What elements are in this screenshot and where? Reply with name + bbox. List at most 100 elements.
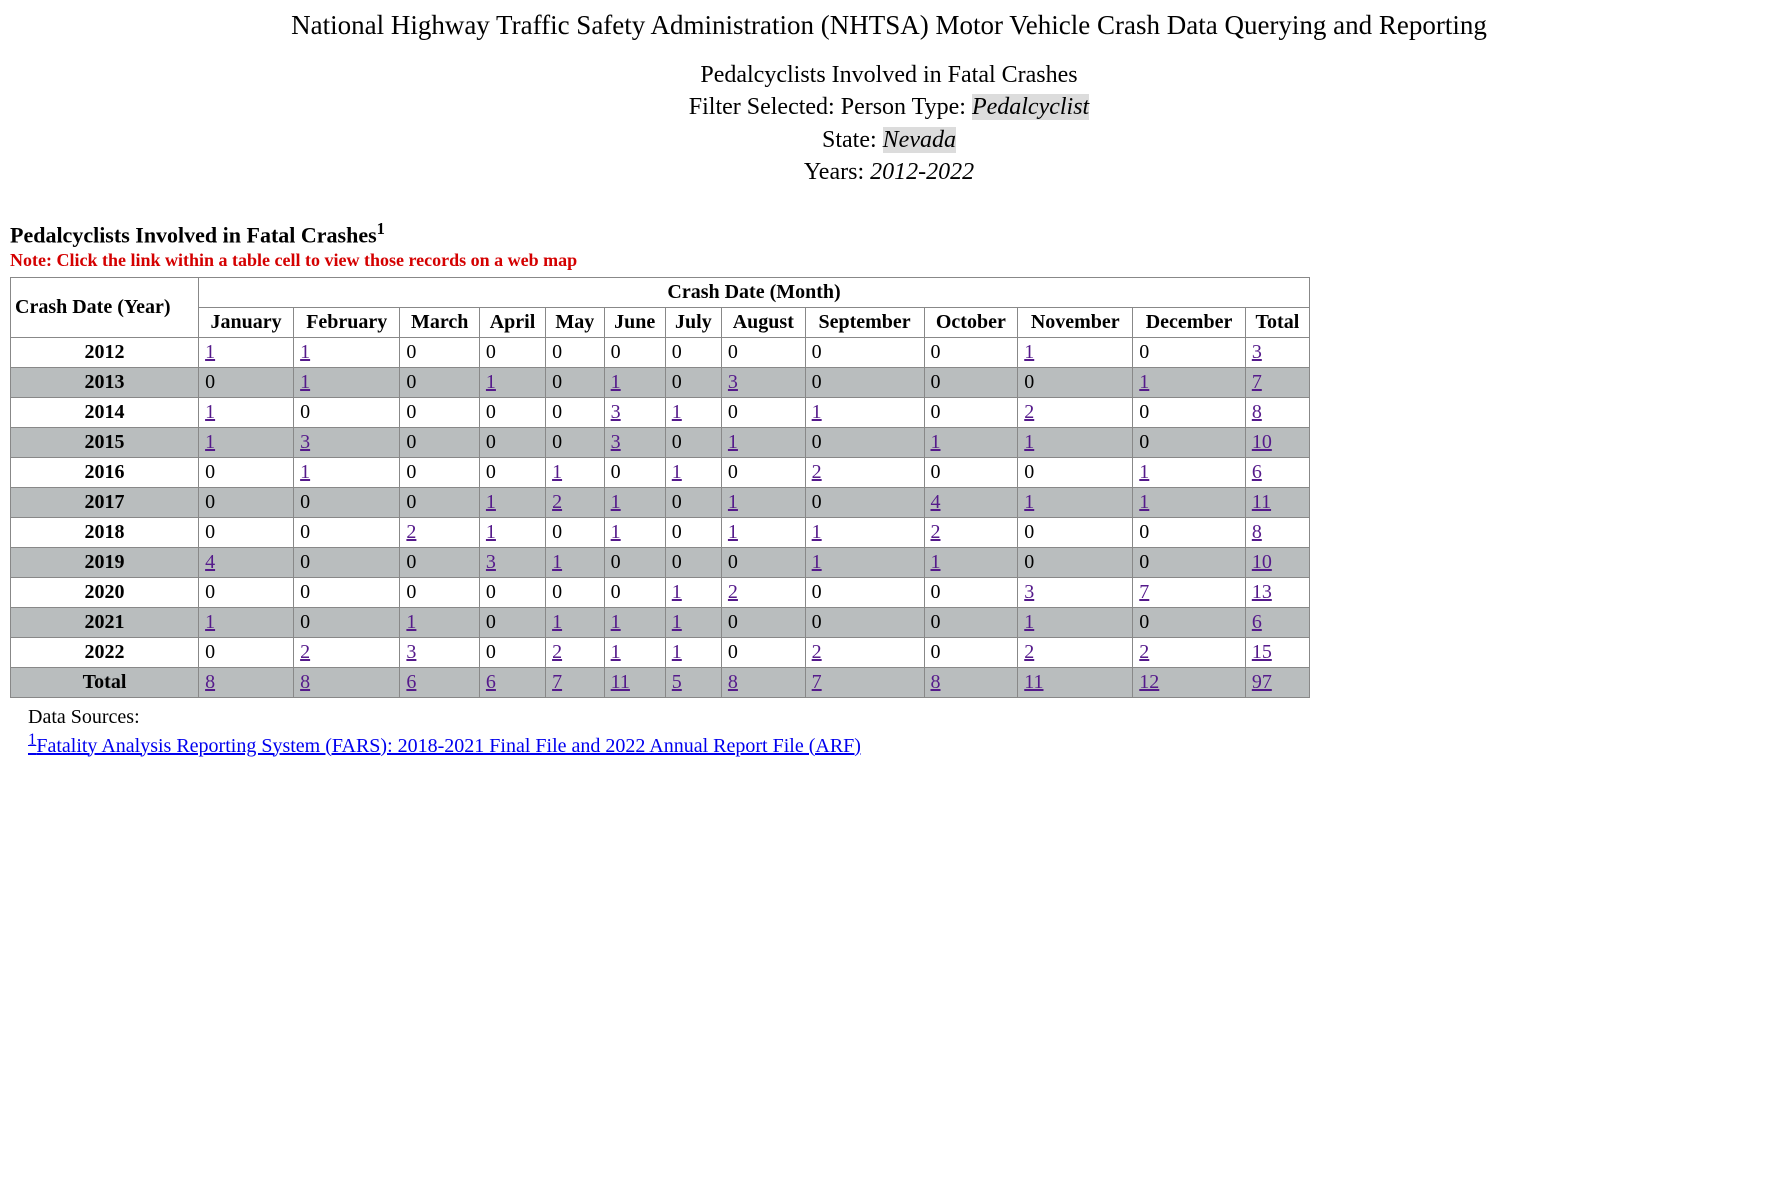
data-link[interactable]: 1 <box>672 581 682 603</box>
data-link[interactable]: 3 <box>300 431 310 453</box>
data-link[interactable]: 3 <box>406 641 416 663</box>
data-table: Crash Date (Year) Crash Date (Month) Jan… <box>10 277 1310 698</box>
data-link[interactable]: 1 <box>812 551 822 573</box>
data-link[interactable]: 1 <box>672 401 682 423</box>
data-link[interactable]: 2 <box>812 641 822 663</box>
data-link[interactable]: 1 <box>300 461 310 483</box>
data-link[interactable]: 3 <box>486 551 496 573</box>
data-link[interactable]: 8 <box>1252 521 1262 543</box>
data-link[interactable]: 1 <box>552 611 562 633</box>
data-link[interactable]: 12 <box>1139 671 1159 693</box>
data-link[interactable]: 2 <box>1024 401 1034 423</box>
data-link[interactable]: 2 <box>1024 641 1034 663</box>
month-header: November <box>1018 307 1133 337</box>
data-link[interactable]: 1 <box>672 611 682 633</box>
data-link[interactable]: 97 <box>1252 671 1272 693</box>
data-link[interactable]: 1 <box>728 521 738 543</box>
data-cell: 0 <box>665 547 721 577</box>
data-link[interactable]: 8 <box>728 671 738 693</box>
data-link[interactable]: 1 <box>406 611 416 633</box>
data-link[interactable]: 1 <box>611 371 621 393</box>
data-link[interactable]: 2 <box>931 521 941 543</box>
data-link[interactable]: 2 <box>728 581 738 603</box>
year-cell: 2016 <box>11 457 199 487</box>
data-link[interactable]: 5 <box>672 671 682 693</box>
data-link[interactable]: 1 <box>300 371 310 393</box>
data-link[interactable]: 2 <box>552 641 562 663</box>
data-link[interactable]: 1 <box>486 491 496 513</box>
data-link[interactable]: 6 <box>1252 611 1262 633</box>
month-header: August <box>721 307 805 337</box>
data-link[interactable]: 3 <box>728 371 738 393</box>
data-link[interactable]: 1 <box>1139 461 1149 483</box>
data-link[interactable]: 6 <box>486 671 496 693</box>
data-link[interactable]: 1 <box>611 521 621 543</box>
data-link[interactable]: 6 <box>406 671 416 693</box>
footnotes-label: Data Sources: <box>28 706 1768 729</box>
data-link[interactable]: 8 <box>205 671 215 693</box>
data-link[interactable]: 1 <box>486 521 496 543</box>
data-link[interactable]: 1 <box>611 491 621 513</box>
data-link[interactable]: 1 <box>205 431 215 453</box>
data-link[interactable]: 8 <box>931 671 941 693</box>
data-link[interactable]: 2 <box>300 641 310 663</box>
data-link[interactable]: 13 <box>1252 581 1272 603</box>
footnote-link[interactable]: 1Fatality Analysis Reporting System (FAR… <box>28 735 861 757</box>
data-link[interactable]: 15 <box>1252 641 1272 663</box>
data-link[interactable]: 1 <box>812 521 822 543</box>
data-link[interactable]: 8 <box>1252 401 1262 423</box>
data-link[interactable]: 2 <box>812 461 822 483</box>
data-link[interactable]: 10 <box>1252 551 1272 573</box>
month-header: March <box>400 307 480 337</box>
data-link[interactable]: 3 <box>611 431 621 453</box>
data-link[interactable]: 4 <box>931 491 941 513</box>
data-link[interactable]: 1 <box>300 341 310 363</box>
data-cell: 0 <box>604 577 665 607</box>
data-link[interactable]: 1 <box>672 461 682 483</box>
filter-value: Pedalcyclist <box>972 94 1089 120</box>
data-link[interactable]: 6 <box>1252 461 1262 483</box>
data-link[interactable]: 11 <box>611 671 630 693</box>
data-link[interactable]: 8 <box>300 671 310 693</box>
data-link[interactable]: 1 <box>1139 491 1149 513</box>
data-cell: 1 <box>199 337 294 367</box>
data-link[interactable]: 1 <box>611 641 621 663</box>
data-link[interactable]: 1 <box>611 611 621 633</box>
data-cell: 1 <box>1018 607 1133 637</box>
data-link[interactable]: 3 <box>611 401 621 423</box>
data-link[interactable]: 1 <box>205 341 215 363</box>
data-link[interactable]: 1 <box>486 371 496 393</box>
data-link[interactable]: 1 <box>552 551 562 573</box>
data-link[interactable]: 2 <box>1139 641 1149 663</box>
data-link[interactable]: 1 <box>931 551 941 573</box>
data-link[interactable]: 7 <box>1139 581 1149 603</box>
data-link[interactable]: 7 <box>812 671 822 693</box>
data-link[interactable]: 1 <box>552 461 562 483</box>
data-link[interactable]: 2 <box>406 521 416 543</box>
data-link[interactable]: 1 <box>1139 371 1149 393</box>
data-link[interactable]: 1 <box>1024 611 1034 633</box>
data-cell: 3 <box>479 547 545 577</box>
data-link[interactable]: 1 <box>672 641 682 663</box>
data-link[interactable]: 11 <box>1252 491 1271 513</box>
data-link[interactable]: 3 <box>1252 341 1262 363</box>
data-link[interactable]: 1 <box>728 491 738 513</box>
data-cell: 2 <box>721 577 805 607</box>
data-link[interactable]: 7 <box>1252 371 1262 393</box>
data-cell: 1 <box>1018 427 1133 457</box>
data-link[interactable]: 1 <box>728 431 738 453</box>
data-link[interactable]: 11 <box>1024 671 1043 693</box>
data-link[interactable]: 1 <box>931 431 941 453</box>
data-link[interactable]: 7 <box>552 671 562 693</box>
data-link[interactable]: 1 <box>1024 431 1034 453</box>
data-cell: 0 <box>294 607 400 637</box>
data-link[interactable]: 1 <box>205 611 215 633</box>
data-link[interactable]: 1 <box>1024 491 1034 513</box>
data-link[interactable]: 4 <box>205 551 215 573</box>
data-link[interactable]: 1 <box>1024 341 1034 363</box>
data-link[interactable]: 1 <box>205 401 215 423</box>
data-link[interactable]: 3 <box>1024 581 1034 603</box>
data-link[interactable]: 10 <box>1252 431 1272 453</box>
data-link[interactable]: 2 <box>552 491 562 513</box>
data-link[interactable]: 1 <box>812 401 822 423</box>
